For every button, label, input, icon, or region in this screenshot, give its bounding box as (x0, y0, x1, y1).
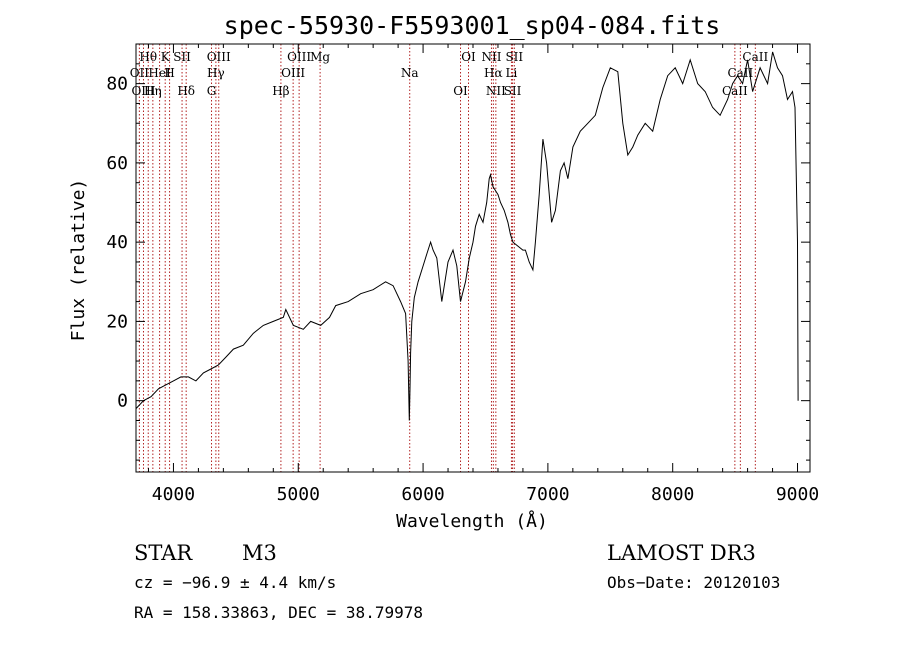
line-marker-label: CaII (722, 84, 748, 98)
line-marker-label: Na (401, 66, 419, 80)
line-marker-label: SII (173, 50, 191, 64)
y-axis-ticks: 0 20 40 60 80 (106, 63, 810, 461)
y-tick-label: 0 (117, 391, 128, 412)
line-marker-label: Mg (310, 50, 330, 64)
y-tick-label: 80 (106, 74, 128, 95)
line-marker-label: OIII (281, 66, 305, 80)
chart-title: spec-55930-F5593001_sp04-084.fits (224, 11, 721, 40)
line-marker-label: OI (461, 50, 476, 64)
line-marker-label: OI (453, 84, 468, 98)
line-marker-label: OIII (131, 84, 155, 98)
spectral-subclass: M3 (242, 541, 277, 565)
line-marker-label: OII (130, 66, 150, 80)
line-marker-label: K (161, 50, 171, 64)
x-tick-label: 7000 (526, 484, 569, 505)
line-marker-label: HeI (148, 66, 171, 80)
x-tick-label: 8000 (651, 484, 694, 505)
line-marker-label: Hδ (177, 84, 195, 98)
y-tick-label: 20 (106, 311, 128, 332)
y-tick-label: 40 (106, 232, 128, 253)
line-label-group: Hθ OII OIII K HeI Hη SII HHδ OIII Hγ G OIII OIII Hβ Mg… (130, 50, 769, 98)
y-axis-label: Flux (relative) (68, 179, 89, 342)
line-marker-label: NII (481, 50, 501, 64)
line-marker-label: SII (504, 84, 522, 98)
line-marker-label: Hβ (272, 84, 289, 98)
line-marker-label: CaII (727, 66, 753, 80)
line-marker-label: Hγ (207, 66, 225, 80)
line-marker-label: NII (486, 84, 506, 98)
x-tick-label: 6000 (401, 484, 444, 505)
line-marker-label: OIII (207, 50, 231, 64)
x-tick-label: 5000 (277, 484, 320, 505)
line-marker-label: SII (505, 50, 523, 64)
x-axis-label: Wavelength (Å) (396, 510, 548, 532)
line-marker-label: G (207, 84, 217, 98)
obs-date: Obs−Date: 20120103 (607, 573, 780, 592)
object-type: STAR (134, 541, 193, 565)
line-marker-label: Hα (484, 66, 503, 80)
x-tick-label: 4000 (152, 484, 195, 505)
x-axis-ticks: 4000 5000 6000 7000 8000 9000 (147, 44, 819, 505)
line-marker-label: Li (506, 66, 518, 80)
y-tick-label: 60 (106, 153, 128, 174)
survey-name: LAMOST DR3 (607, 541, 756, 565)
spectrum-line (135, 51, 799, 421)
plot-frame (135, 43, 811, 473)
line-marker-label: Hθ (139, 50, 157, 64)
line-marker-label: Hη (144, 84, 162, 98)
x-tick-label: 9000 (776, 484, 819, 505)
line-marker-label: H (164, 66, 174, 80)
line-marker-group (138, 44, 756, 472)
redshift-text: cz = −96.9 ± 4.4 km/s (134, 573, 336, 592)
coordinates-text: RA = 158.33863, DEC = 38.79978 (134, 603, 423, 622)
line-marker-label: OIII (287, 50, 311, 64)
line-marker-label: CaII (742, 50, 768, 64)
